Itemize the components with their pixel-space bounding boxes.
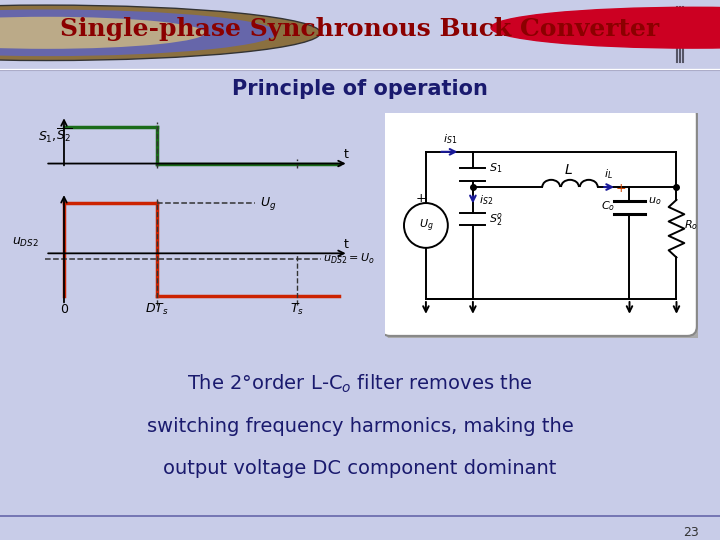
Text: $T_s$: $T_s$ xyxy=(290,301,305,316)
Text: 23: 23 xyxy=(683,526,698,539)
Text: +: + xyxy=(616,182,626,195)
Text: $U_g$: $U_g$ xyxy=(260,195,276,212)
Circle shape xyxy=(0,17,205,49)
Text: +: + xyxy=(416,192,426,205)
Text: $S_2^o$: $S_2^o$ xyxy=(489,211,503,228)
Text: The 2°order L-C$_o$ filter removes the: The 2°order L-C$_o$ filter removes the xyxy=(187,373,533,395)
Text: $S_1,\!\overline{S_2}$: $S_1,\!\overline{S_2}$ xyxy=(38,127,73,145)
Text: $\overline{u}_{DS2}=U_o$: $\overline{u}_{DS2}=U_o$ xyxy=(323,252,374,266)
Circle shape xyxy=(0,10,277,56)
Text: 0: 0 xyxy=(60,302,68,315)
Text: Single-phase Synchronous Buck Converter: Single-phase Synchronous Buck Converter xyxy=(60,17,660,41)
FancyBboxPatch shape xyxy=(380,105,697,336)
Text: output voltage DC component dominant: output voltage DC component dominant xyxy=(163,458,557,478)
Text: $R_o$: $R_o$ xyxy=(684,219,698,232)
Text: Principle of operation: Principle of operation xyxy=(232,79,488,99)
Text: $u_{DS2}$: $u_{DS2}$ xyxy=(12,235,38,249)
Text: t: t xyxy=(344,148,348,161)
Text: $DT_s$: $DT_s$ xyxy=(145,301,169,316)
Text: $L$: $L$ xyxy=(564,163,572,177)
Text: t: t xyxy=(344,238,348,251)
FancyBboxPatch shape xyxy=(387,112,703,342)
Text: $U_g$: $U_g$ xyxy=(418,217,433,234)
Circle shape xyxy=(0,5,320,60)
Text: $i_{S1}$: $i_{S1}$ xyxy=(443,132,457,146)
Text: $i_L$: $i_L$ xyxy=(605,167,613,181)
Text: switching frequency harmonics, making the: switching frequency harmonics, making th… xyxy=(147,416,573,436)
Text: $C_o$: $C_o$ xyxy=(601,199,616,213)
Text: $S_1$: $S_1$ xyxy=(489,161,502,175)
Circle shape xyxy=(491,7,720,48)
Circle shape xyxy=(404,203,448,248)
Text: $u_o$: $u_o$ xyxy=(648,195,662,207)
Text: $i_{S2}$: $i_{S2}$ xyxy=(480,193,493,207)
